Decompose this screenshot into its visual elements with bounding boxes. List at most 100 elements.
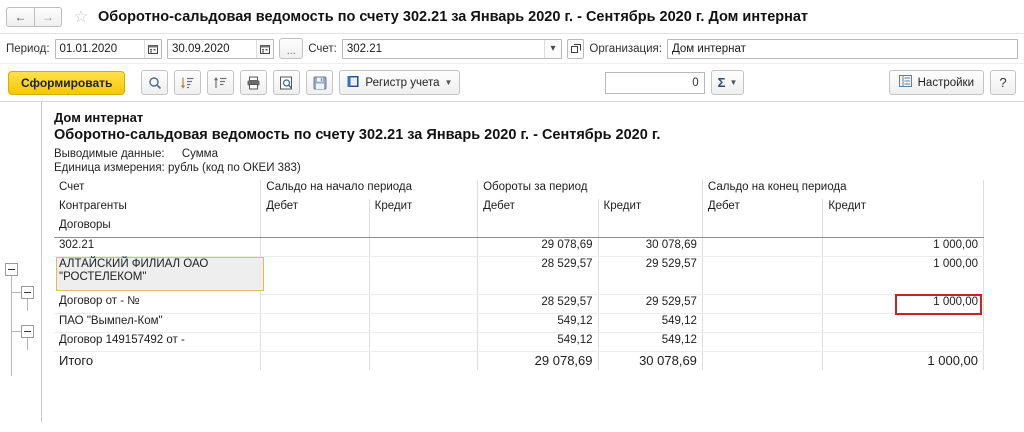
- row-close-credit-highlighted[interactable]: 1 000,00: [822, 293, 984, 315]
- calendar-icon[interactable]: [256, 39, 274, 58]
- save-icon[interactable]: [306, 70, 334, 95]
- header-spacer-5: [702, 218, 824, 238]
- row-name: Договор от - №: [54, 294, 262, 314]
- arrow-right-icon: →: [42, 9, 54, 24]
- row-name-selected[interactable]: АЛТАЙСКИЙ ФИЛИАЛ ОАО "РОСТЕЛЕКОМ": [54, 256, 264, 294]
- date-from-value: 01.01.2020: [59, 42, 118, 55]
- report-grouping-gutter: [0, 102, 42, 422]
- header-turn-credit: Кредит: [598, 199, 703, 218]
- report-output-data: Выводимые данные: Сумма: [54, 148, 1024, 160]
- calendar-icon[interactable]: [143, 39, 161, 58]
- account-label: Счет:: [308, 42, 337, 55]
- organization-value: Дом интернат: [671, 42, 746, 55]
- row-turn-credit: 29 529,57: [598, 294, 703, 314]
- row-blank-1: [260, 275, 370, 295]
- row-turn-credit: 30 078,69: [598, 237, 703, 257]
- header-spacer-1: [260, 218, 370, 238]
- row-name-line-1: АЛТАЙСКИЙ ФИЛИАЛ ОАО: [59, 257, 209, 270]
- tree-toggle-counterparty-1[interactable]: [21, 286, 34, 299]
- header-spacer-3: [477, 218, 599, 238]
- forward-button[interactable]: →: [34, 6, 62, 27]
- chevron-down-icon: ▼: [444, 78, 453, 87]
- period-more-button[interactable]: ...: [279, 38, 304, 59]
- sum-field[interactable]: 0: [604, 71, 705, 94]
- header-spacer-4: [598, 218, 703, 238]
- report-area: Дом интернат Оборотно-сальдовая ведомост…: [0, 102, 1024, 422]
- table-row[interactable]: Договор от - № 28 529,57 29 529,57 1 000…: [54, 293, 984, 315]
- row-close-debit: [702, 256, 824, 275]
- sort-ascending-icon[interactable]: [207, 70, 235, 95]
- register-label: Регистр учета: [365, 76, 440, 89]
- row-name-line-2: "РОСТЕЛЕКОМ": [59, 270, 147, 283]
- row-close-debit: [702, 332, 824, 352]
- tree-toggle-account[interactable]: [5, 263, 18, 276]
- tree-line-branch: [11, 292, 23, 293]
- organization-field[interactable]: Дом интернат: [666, 38, 1018, 59]
- selection-highlight-box: [56, 256, 264, 291]
- organization-label: Организация:: [589, 42, 662, 55]
- account-field[interactable]: 302.21 ▾: [341, 38, 562, 59]
- row-open-credit: [369, 237, 479, 257]
- header-row-groups: Счет Сальдо на начало периода Обороты за…: [54, 180, 985, 199]
- header-close-debit: Дебет: [702, 199, 824, 218]
- report-organization: Дом интернат: [54, 110, 144, 125]
- register-button[interactable]: Регистр учета ▼: [339, 70, 461, 95]
- row-close-credit: [822, 332, 984, 352]
- tree-toggle-counterparty-2[interactable]: [21, 325, 34, 338]
- red-outline-box: [895, 293, 982, 315]
- star-icon[interactable]: ☆: [73, 6, 89, 26]
- row-turn-debit: 28 529,57: [477, 294, 599, 314]
- header-row-contracts: Договоры: [54, 218, 984, 238]
- row-name: ПАО "Вымпел-Ком": [54, 313, 262, 333]
- report-table-body: 302.21 29 078,69 30 078,69 1 000,00 АЛТА…: [54, 237, 984, 370]
- date-to-value: 30.09.2020: [171, 42, 230, 55]
- header-row-columns: Контрагенты Дебет Кредит Дебет Кредит Де…: [54, 199, 984, 218]
- search-icon[interactable]: [141, 70, 169, 95]
- period-label: Период:: [6, 42, 50, 55]
- header-open-debit: Дебет: [260, 199, 370, 218]
- table-row-continuation: [54, 275, 984, 295]
- row-open-debit: [260, 256, 370, 275]
- print-preview-icon[interactable]: [273, 70, 301, 95]
- row-blank-5: [702, 275, 824, 295]
- sum-button[interactable]: Σ ▼: [710, 70, 745, 95]
- back-button[interactable]: ←: [6, 6, 34, 27]
- header-contracts: Договоры: [54, 218, 262, 238]
- total-turn-credit: 30 078,69: [598, 350, 703, 370]
- header-group-closing-balance: Сальдо на конец периода: [702, 180, 985, 199]
- sort-descending-icon[interactable]: [174, 70, 202, 95]
- row-open-credit: [369, 294, 479, 314]
- header-open-credit: Кредит: [369, 199, 479, 218]
- tree-line-child-2: [27, 338, 28, 350]
- total-label: Итого: [54, 350, 262, 370]
- help-button[interactable]: ?: [990, 70, 1017, 95]
- settings-button[interactable]: Настройки: [888, 70, 985, 95]
- window-title-bar: ← → ☆ Оборотно-сальдовая ведомость по сч…: [0, 0, 1024, 34]
- row-turn-debit: 28 529,57: [477, 256, 599, 275]
- table-row-total: Итого 29 078,69 30 078,69 1 000,00: [54, 350, 984, 370]
- row-close-debit: [702, 294, 824, 314]
- row-turn-debit: 29 078,69: [477, 237, 599, 257]
- settings-list-icon: [898, 75, 912, 90]
- tree-line-child-1: [27, 299, 28, 311]
- row-open-debit: [260, 332, 370, 352]
- date-to-field[interactable]: 30.09.2020: [166, 38, 275, 59]
- table-row[interactable]: АЛТАЙСКИЙ ФИЛИАЛ ОАО "РОСТЕЛЕКОМ" 28 529…: [54, 256, 984, 294]
- generate-button[interactable]: Сформировать: [8, 70, 126, 95]
- table-row[interactable]: 302.21 29 078,69 30 078,69 1 000,00: [54, 237, 984, 257]
- table-row[interactable]: Договор 149157492 от - 549,12 549,12: [54, 332, 984, 352]
- row-turn-debit: 549,12: [477, 332, 599, 352]
- row-turn-credit: 549,12: [598, 332, 703, 352]
- chevron-down-icon[interactable]: ▾: [543, 39, 561, 58]
- print-icon[interactable]: [240, 70, 268, 95]
- header-close-credit: Кредит: [822, 199, 984, 218]
- header-group-turnover: Обороты за период: [477, 180, 703, 199]
- row-blank-4: [598, 275, 703, 295]
- open-external-icon[interactable]: [566, 38, 585, 59]
- report-title: Оборотно-сальдовая ведомость по счету 30…: [54, 127, 661, 143]
- row-close-debit: [702, 237, 824, 257]
- account-value: 302.21: [346, 42, 383, 55]
- header-turn-debit: Дебет: [477, 199, 599, 218]
- table-row[interactable]: ПАО "Вымпел-Ком" 549,12 549,12: [54, 313, 984, 333]
- date-from-field[interactable]: 01.01.2020: [54, 38, 162, 59]
